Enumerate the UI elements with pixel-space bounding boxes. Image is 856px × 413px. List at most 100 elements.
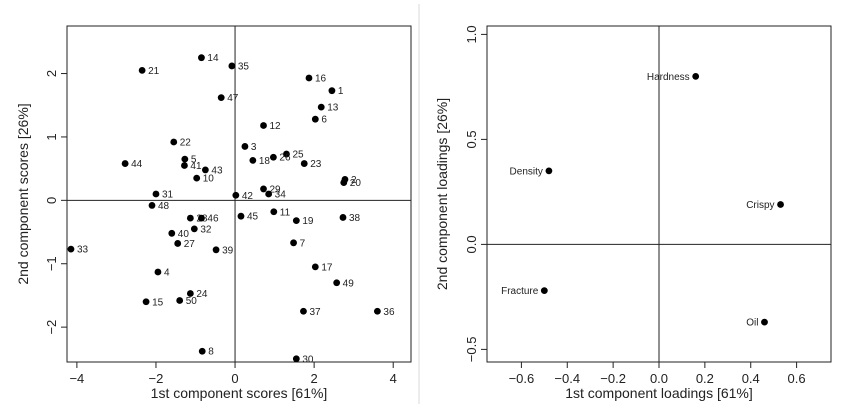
scores-point bbox=[292, 355, 300, 363]
scores-point bbox=[198, 54, 205, 62]
scores-point-label: 16 bbox=[315, 73, 327, 84]
scores-point-label: 13 bbox=[327, 103, 339, 114]
loadings-point bbox=[777, 201, 784, 208]
scores-point bbox=[181, 162, 188, 169]
scores-point bbox=[168, 229, 176, 237]
scores-point-label: 18 bbox=[259, 156, 271, 167]
scores-point bbox=[241, 143, 249, 150]
loadings-x-axis: −0.6 −0.4 −0.2 0.0 0.2 0.4 0.6 bbox=[509, 362, 806, 386]
scores-point-label: 14 bbox=[207, 53, 219, 64]
scores-point-label: 43 bbox=[211, 165, 223, 176]
scores-x-tick-label: 0 bbox=[231, 371, 238, 386]
scores-point-label: 46 bbox=[207, 214, 219, 225]
scores-point bbox=[176, 297, 184, 304]
scores-point-label: 29 bbox=[270, 184, 282, 195]
scores-point bbox=[290, 239, 297, 247]
scores-point bbox=[270, 153, 277, 161]
loadings-point-label: Crispy bbox=[746, 200, 774, 211]
scores-point-label: 26 bbox=[279, 153, 291, 164]
scores-point bbox=[142, 298, 150, 306]
scores-point bbox=[237, 212, 245, 220]
scores-points: 1234567810111213141516171819202122232425… bbox=[67, 53, 395, 365]
scores-x-axis: −4 −2 0 2 4 bbox=[69, 362, 397, 386]
scores-point-label: 24 bbox=[196, 289, 208, 300]
scores-point bbox=[67, 245, 75, 253]
loadings-x-axis-title: 1st component loadings [61%] bbox=[565, 385, 753, 401]
loadings-x-tick-label: −0.6 bbox=[509, 371, 535, 386]
scores-y-tick-label: −2 bbox=[44, 320, 59, 335]
scores-point bbox=[193, 174, 201, 182]
scores-point-label: 7 bbox=[300, 238, 306, 249]
scores-point-label: 10 bbox=[203, 174, 215, 185]
scores-point bbox=[174, 240, 182, 247]
loadings-x-tick-label: 0.4 bbox=[742, 371, 760, 386]
loadings-x-tick-label: 0.2 bbox=[696, 371, 714, 386]
scores-y-tick-label: −1 bbox=[44, 256, 59, 271]
scores-point bbox=[212, 246, 220, 254]
scores-point-label: 30 bbox=[302, 354, 314, 365]
loadings-point-label: Density bbox=[510, 166, 543, 177]
scores-point bbox=[292, 217, 300, 225]
scores-point-label: 42 bbox=[242, 191, 254, 202]
loadings-point-label: Oil bbox=[746, 318, 758, 329]
scores-point bbox=[232, 191, 240, 199]
scores-y-tick-label: 2 bbox=[44, 70, 59, 77]
loadings-plot: −0.6 −0.4 −0.2 0.0 0.2 0.4 0.6 −0.5 0.0 0.5 1.0 H… bbox=[434, 25, 832, 401]
loadings-y-tick-label: 0.5 bbox=[464, 130, 479, 148]
loadings-y-tick-label: 0.0 bbox=[464, 235, 479, 253]
scores-point-label: 15 bbox=[152, 297, 164, 308]
scores-point bbox=[283, 150, 290, 158]
scores-point bbox=[260, 122, 267, 129]
scores-point-label: 19 bbox=[302, 216, 314, 227]
loadings-y-axis: −0.5 0.0 0.5 1.0 bbox=[464, 25, 487, 362]
scores-point-label: 38 bbox=[349, 213, 361, 224]
scores-point-label: 3 bbox=[251, 142, 257, 153]
scores-point bbox=[190, 225, 198, 233]
scores-point-label: 49 bbox=[343, 278, 355, 289]
scores-x-tick-label: 2 bbox=[311, 371, 318, 386]
scores-point-label: 5 bbox=[191, 155, 197, 166]
scores-point-label: 35 bbox=[238, 61, 250, 72]
scores-y-tick-label: 0 bbox=[44, 197, 59, 204]
scores-point bbox=[311, 115, 319, 123]
scores-point-label: 6 bbox=[321, 115, 327, 126]
scores-point bbox=[228, 62, 236, 70]
scores-point-label: 39 bbox=[222, 245, 234, 256]
scores-point-label: 31 bbox=[162, 190, 174, 201]
scores-point-label: 12 bbox=[270, 121, 282, 132]
scores-point-label: 47 bbox=[227, 93, 239, 104]
scores-point bbox=[152, 190, 160, 198]
scores-point bbox=[170, 138, 178, 146]
scores-point bbox=[181, 155, 189, 163]
scores-point-label: 27 bbox=[184, 239, 196, 250]
scores-point bbox=[333, 279, 341, 287]
loadings-x-tick-label: −0.4 bbox=[554, 371, 580, 386]
loadings-point-label: Hardness bbox=[647, 72, 690, 83]
scores-point bbox=[340, 179, 348, 186]
scores-point-label: 34 bbox=[275, 190, 287, 201]
scores-y-tick-label: 1 bbox=[44, 133, 59, 140]
scores-point-label: 1 bbox=[338, 86, 344, 97]
scores-point bbox=[300, 160, 308, 167]
scores-point-label: 36 bbox=[383, 307, 395, 318]
scores-point-label: 11 bbox=[280, 207, 291, 218]
scores-point bbox=[265, 190, 273, 198]
loadings-reference-lines bbox=[487, 26, 831, 362]
loadings-point bbox=[761, 318, 768, 326]
scores-reference-lines bbox=[67, 26, 411, 362]
loadings-x-tick-label: −0.2 bbox=[600, 371, 626, 386]
scores-point bbox=[186, 290, 194, 297]
loadings-point-label: Fracture bbox=[501, 286, 539, 297]
scores-point bbox=[138, 66, 146, 74]
loadings-point bbox=[545, 167, 553, 175]
scores-point bbox=[198, 214, 205, 222]
scores-x-tick-label: 4 bbox=[390, 371, 397, 386]
scores-point bbox=[148, 202, 156, 209]
scores-point bbox=[260, 185, 267, 193]
scores-point-label: 2 bbox=[351, 175, 357, 186]
scores-point-label: 25 bbox=[292, 150, 304, 161]
scores-point bbox=[305, 74, 313, 82]
scores-point-label: 23 bbox=[310, 159, 322, 170]
